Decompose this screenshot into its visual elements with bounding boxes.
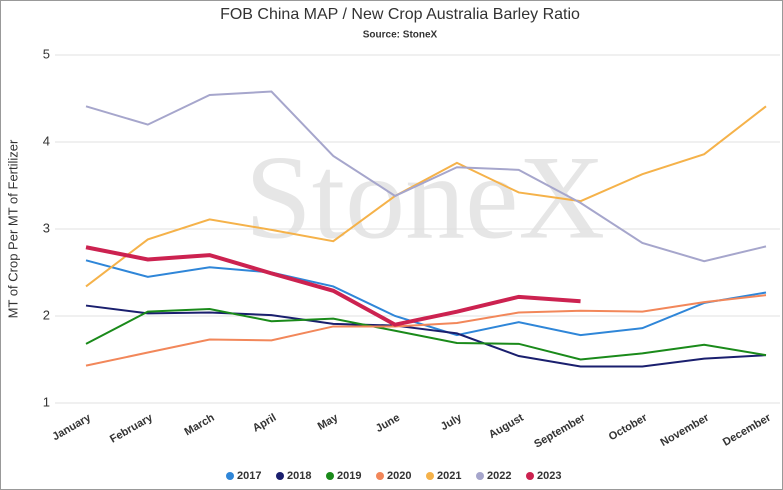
- y-tick-label: 2: [43, 307, 50, 322]
- legend-label: 2017: [237, 470, 261, 482]
- y-tick-label: 3: [43, 220, 50, 235]
- legend-label: 2021: [437, 470, 461, 482]
- series-line: [85, 304, 767, 368]
- legend-marker: [226, 472, 234, 480]
- series-line: [85, 308, 767, 361]
- legend-marker: [276, 472, 284, 480]
- series-line: [85, 105, 767, 288]
- y-axis-label: MT of Crop Per MT of Fertilizer: [5, 139, 20, 318]
- legend-label: 2022: [487, 470, 511, 482]
- legend-marker: [476, 472, 484, 480]
- y-tick-label: 5: [43, 46, 50, 61]
- legend-label: 2020: [387, 470, 411, 482]
- legend-marker: [526, 472, 534, 480]
- legend-label: 2019: [337, 470, 361, 482]
- chart-title: FOB China MAP / New Crop Australia Barle…: [220, 6, 580, 23]
- series-line: [85, 245, 581, 327]
- chart-subtitle: Source: StoneX: [363, 30, 438, 41]
- series-line: [85, 294, 767, 367]
- legend-label: 2023: [537, 470, 561, 482]
- legend-marker: [326, 472, 334, 480]
- legend-label: 2018: [287, 470, 311, 482]
- y-tick-label: 4: [43, 133, 50, 148]
- legend-marker: [426, 472, 434, 480]
- series-line: [85, 90, 767, 263]
- legend-marker: [376, 472, 384, 480]
- y-tick-label: 1: [43, 394, 50, 409]
